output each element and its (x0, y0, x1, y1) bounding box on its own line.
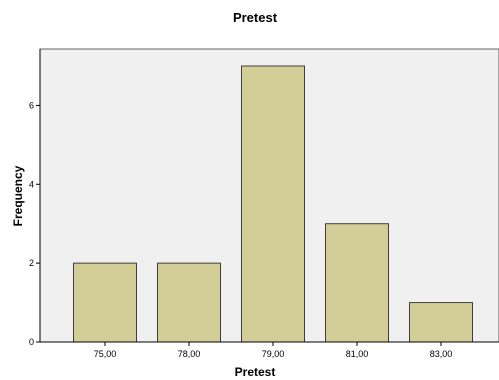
bar-83,00 (409, 302, 473, 343)
x-axis-label: Pretest (235, 365, 276, 379)
x-tick-label: 75,00 (94, 349, 117, 359)
y-axis-label: Frequency (11, 165, 25, 226)
y-tick-label: 0 (29, 337, 34, 347)
bar-81,00 (325, 223, 389, 343)
x-tick-label: 78,00 (178, 349, 201, 359)
x-tick-label: 83,00 (430, 349, 453, 359)
x-tick-label: 81,00 (346, 349, 369, 359)
bar-75,00 (73, 262, 137, 343)
x-ticks-group: 75,00 78,00 79,00 81,00 83,00 (94, 342, 453, 359)
x-tick-label: 79,00 (262, 349, 285, 359)
y-ticks-group: 0 2 4 6 (29, 100, 40, 347)
bar-78,00 (157, 262, 221, 343)
y-tick-label: 6 (29, 100, 34, 110)
y-tick-label: 4 (29, 179, 34, 189)
y-tick-label: 2 (29, 258, 34, 268)
chart-title: Pretest (233, 10, 278, 25)
bar-79,00 (241, 65, 305, 343)
